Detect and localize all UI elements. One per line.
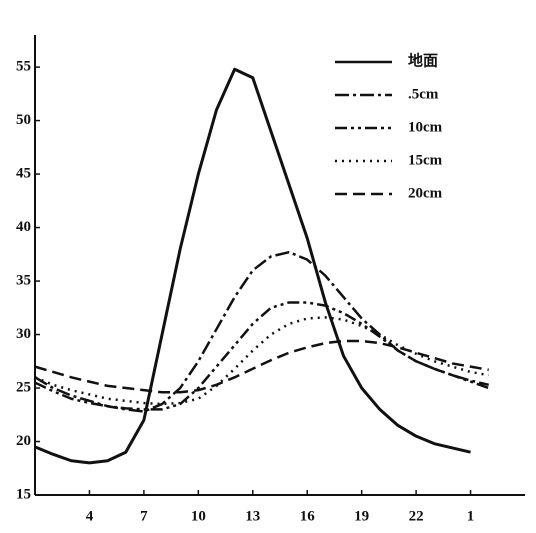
data-line — [34, 339, 489, 394]
data-line — [34, 316, 489, 406]
y-tick-label: 55 — [16, 59, 31, 75]
data-line — [34, 250, 489, 413]
y-tick-label: 50 — [16, 112, 31, 128]
legend-label: 20cm — [408, 185, 443, 201]
x-tick-label: 10 — [191, 508, 206, 524]
y-tick-label: 35 — [16, 272, 31, 288]
y-tick-label: 20 — [16, 433, 31, 449]
y-tick-label: 45 — [16, 166, 31, 182]
x-tick-label: 1 — [467, 508, 475, 524]
x-tick-label: 19 — [354, 508, 369, 524]
legend-label: 10cm — [408, 119, 443, 135]
y-tick-label: 30 — [16, 326, 31, 342]
x-tick-label: 16 — [300, 508, 316, 524]
x-tick-label: 7 — [140, 508, 148, 524]
data-line — [34, 67, 471, 465]
x-tick-label: 22 — [409, 508, 424, 524]
y-tick-label: 40 — [16, 219, 31, 235]
x-tick-label: 4 — [86, 508, 94, 524]
legend-label: .5cm — [408, 86, 439, 102]
data-line — [34, 301, 490, 411]
legend-label: 15cm — [408, 152, 443, 168]
y-tick-label: 15 — [16, 486, 31, 502]
legend-label: 地面 — [408, 51, 438, 69]
x-tick-label: 13 — [245, 508, 260, 524]
y-tick-label: 25 — [16, 379, 31, 395]
